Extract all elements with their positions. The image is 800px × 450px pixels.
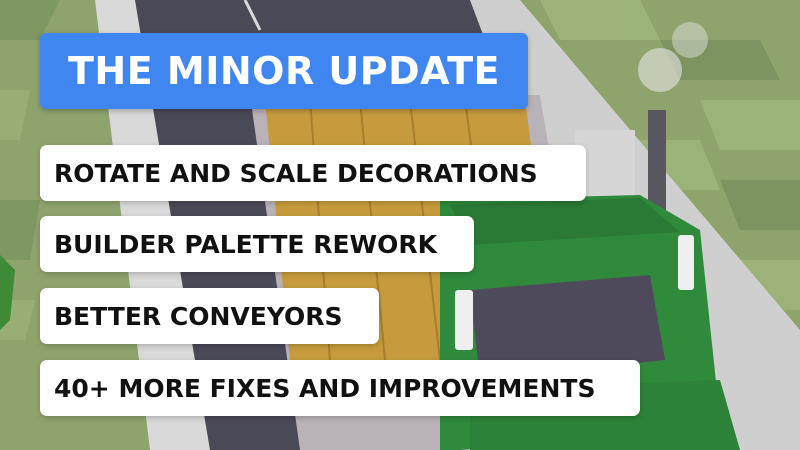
feature-text-2: BUILDER PALETTE REWORK [54,229,437,259]
feature-card-2: BUILDER PALETTE REWORK [40,216,474,272]
truck-windshield [470,275,665,380]
title-text: THE MINOR UPDATE [67,49,501,93]
title-banner: THE MINOR UPDATE [40,33,528,109]
tree [0,255,15,330]
feature-text-3: BETTER CONVEYORS [54,301,343,331]
mirror-left [455,290,473,350]
feature-text-4: 40+ MORE FIXES AND IMPROVEMENTS [54,373,596,403]
feature-card-3: BETTER CONVEYORS [40,288,379,344]
road-line [243,0,262,31]
feature-card-1: ROTATE AND SCALE DECORATIONS [40,145,586,201]
smoke [638,48,682,92]
feature-text-1: ROTATE AND SCALE DECORATIONS [54,158,538,188]
feature-card-4: 40+ MORE FIXES AND IMPROVEMENTS [40,360,640,416]
truck-roof-shade [450,198,680,245]
mirror-right [678,235,694,290]
